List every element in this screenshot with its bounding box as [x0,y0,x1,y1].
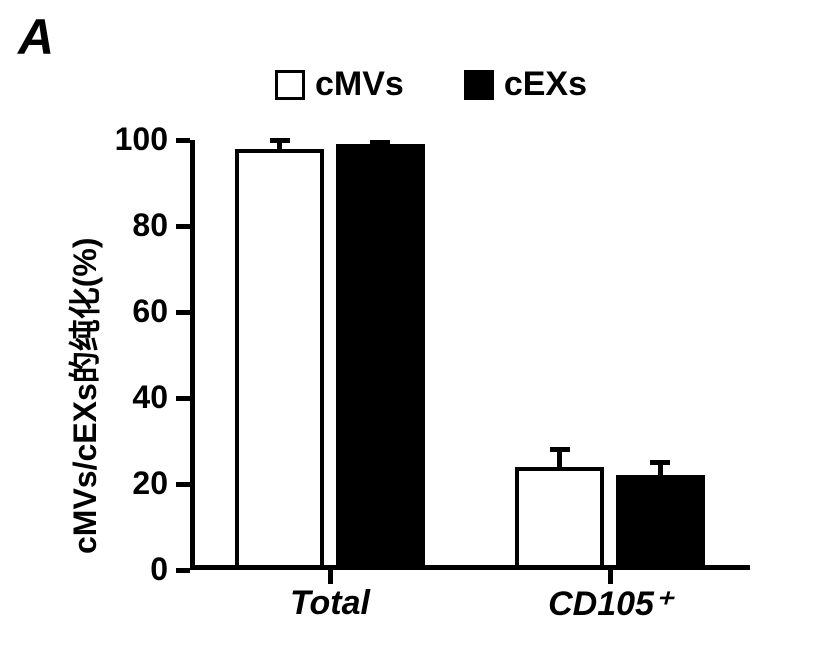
xtick-mark [328,570,333,584]
errorbar-cap [550,447,570,452]
legend-label: cMVs [315,65,404,104]
ytick-label: 40 [98,379,168,416]
x-category-label: CD105⁺ [470,584,750,624]
y-axis [190,140,195,570]
figure-panel: A cMVscEXs cMVs/cEXs的纯化(%) 020406080100T… [0,0,815,651]
ytick-label: 100 [98,121,168,158]
ytick-mark [176,396,190,401]
bar-cexs-total [336,144,426,565]
errorbar-cap [650,460,670,465]
plot-area [190,140,750,570]
ytick-mark [176,224,190,229]
ytick-mark [176,310,190,315]
bar-cmvs-total [235,149,325,565]
ytick-mark [176,138,190,143]
ytick-label: 60 [98,293,168,330]
errorbar-stem [557,450,562,467]
x-axis [190,565,750,570]
bar-cexs-cd105 [616,475,706,565]
x-category-label: Total [190,584,470,623]
panel-label: A [18,8,54,66]
legend-item-cexs: cEXs [464,65,587,104]
legend-item-cmvs: cMVs [275,65,404,104]
ytick-mark [176,568,190,573]
ytick-label: 80 [98,207,168,244]
errorbar-cap [370,140,390,145]
chart-legend: cMVs cEXs [275,65,587,104]
legend-label: cEXs [504,65,587,104]
ytick-label: 20 [98,465,168,502]
xtick-mark [608,570,613,584]
legend-swatch-icon [275,70,305,100]
ytick-mark [176,482,190,487]
legend-swatch-icon [464,70,494,100]
ytick-label: 0 [98,551,168,588]
bar-cmvs-cd105 [515,467,605,565]
errorbar-cap [270,138,290,143]
